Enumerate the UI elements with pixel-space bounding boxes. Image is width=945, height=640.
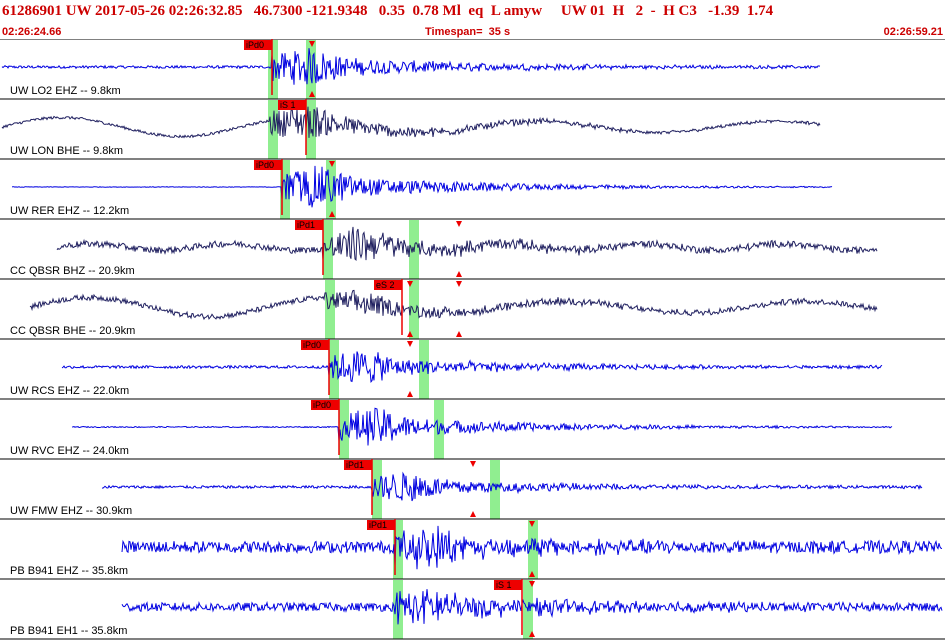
channel-label: UW RCS EHZ -- 22.0km	[10, 385, 129, 397]
phase-pick-label: iPd0	[246, 40, 264, 50]
waveform-panel[interactable]: iPd0 UW LO2 EHZ -- 9.8km iS 1 UW LON BHE --…	[0, 39, 945, 640]
pick-window	[434, 400, 444, 459]
phase-pick-flag[interactable]	[278, 100, 306, 110]
pick-window	[528, 520, 538, 579]
channel-label: UW FMW EHZ -- 30.9km	[10, 505, 132, 517]
channel-label: CC QBSR BHZ -- 20.9km	[10, 265, 135, 277]
marker-triangle-icon[interactable]	[407, 391, 413, 397]
time-bar: 02:26:24.66 Timespan= 35 s 02:26:59.21	[0, 26, 945, 39]
pick-window	[326, 160, 336, 219]
phase-pick-flag[interactable]	[374, 280, 402, 290]
phase-pick-flag[interactable]	[254, 160, 282, 170]
channel-label: UW LON BHE -- 9.8km	[10, 145, 123, 157]
marker-triangle-icon[interactable]	[529, 571, 535, 577]
phase-pick-label: iPd1	[297, 220, 315, 230]
event-title: 61286901 UW 2017-05-26 02:26:32.85 46.73…	[2, 3, 774, 19]
marker-triangle-icon[interactable]	[407, 281, 413, 287]
phase-pick-label: iS 1	[496, 580, 512, 590]
phase-pick-flag[interactable]	[494, 580, 522, 590]
channel-label: UW RER EHZ -- 12.2km	[10, 205, 129, 217]
waveform-trace[interactable]	[101, 471, 923, 502]
waveform-trace[interactable]	[56, 226, 878, 261]
marker-triangle-icon[interactable]	[456, 281, 462, 287]
phase-pick-flag[interactable]	[244, 40, 272, 50]
marker-triangle-icon[interactable]	[529, 521, 535, 527]
phase-pick-label: iS 1	[280, 100, 296, 110]
waveform-trace[interactable]	[11, 165, 833, 208]
phase-pick-label: iPd1	[369, 520, 387, 530]
waveform-trace[interactable]	[1, 48, 821, 85]
phase-pick-flag[interactable]	[311, 400, 339, 410]
marker-triangle-icon[interactable]	[407, 341, 413, 347]
marker-triangle-icon[interactable]	[456, 271, 462, 277]
phase-pick-label: iPd1	[346, 460, 364, 470]
channel-label: PB B941 EH1 -- 35.8km	[10, 625, 127, 637]
waveform-trace[interactable]	[71, 407, 893, 446]
marker-triangle-icon[interactable]	[529, 631, 535, 637]
start-time: 02:26:24.66	[2, 26, 62, 38]
pick-window	[409, 280, 419, 339]
pick-window	[339, 400, 349, 459]
marker-triangle-icon[interactable]	[309, 91, 315, 97]
waveform-trace[interactable]	[61, 351, 883, 383]
end-time: 02:26:59.21	[883, 26, 943, 38]
pick-window	[393, 520, 403, 579]
pick-window	[325, 280, 335, 339]
marker-triangle-icon[interactable]	[470, 461, 476, 467]
phase-pick-flag[interactable]	[295, 220, 323, 230]
timespan-label: Timespan= 35 s	[425, 26, 511, 38]
phase-pick-label: iPd0	[313, 400, 331, 410]
pick-window	[490, 460, 500, 519]
phase-pick-flag[interactable]	[367, 520, 395, 530]
marker-triangle-icon[interactable]	[470, 511, 476, 517]
marker-triangle-icon[interactable]	[456, 331, 462, 337]
marker-triangle-icon[interactable]	[407, 331, 413, 337]
phase-pick-label: iPd0	[303, 340, 321, 350]
waveform-trace[interactable]	[121, 589, 943, 625]
channel-label: UW RVC EHZ -- 24.0km	[10, 445, 129, 457]
channel-label: UW LO2 EHZ -- 9.8km	[10, 85, 121, 97]
marker-triangle-icon[interactable]	[456, 221, 462, 227]
phase-pick-label: eS 2	[376, 280, 395, 290]
marker-triangle-icon[interactable]	[329, 161, 335, 167]
event-header: 61286901 UW 2017-05-26 02:26:32.85 46.73…	[0, 0, 945, 26]
marker-triangle-icon[interactable]	[329, 211, 335, 217]
marker-triangle-icon[interactable]	[309, 41, 315, 47]
channel-label: PB B941 EHZ -- 35.8km	[10, 565, 128, 577]
marker-triangle-icon[interactable]	[529, 581, 535, 587]
waveform-trace[interactable]	[1, 106, 821, 139]
channel-label: CC QBSR BHE -- 20.9km	[10, 325, 135, 337]
phase-pick-flag[interactable]	[301, 340, 329, 350]
phase-pick-label: iPd0	[256, 160, 274, 170]
waveform-trace[interactable]	[29, 289, 878, 321]
phase-pick-flag[interactable]	[344, 460, 372, 470]
waveform-trace[interactable]	[121, 525, 943, 570]
